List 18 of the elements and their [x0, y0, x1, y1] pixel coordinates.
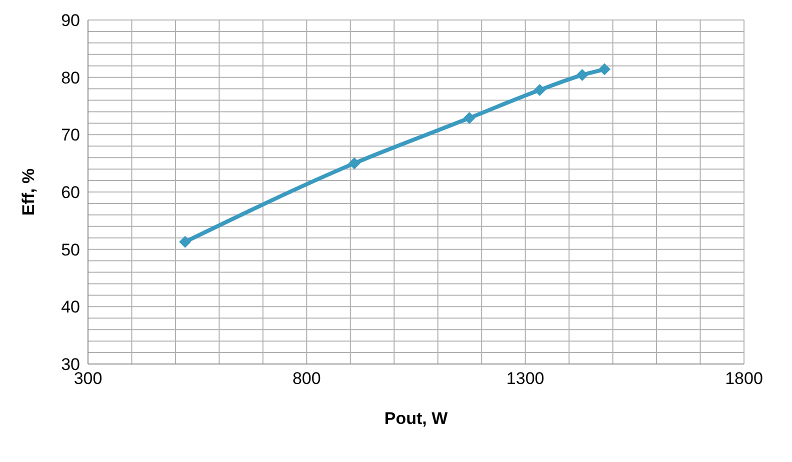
y-tick-label: 60 [61, 183, 80, 202]
y-tick-label: 50 [61, 240, 80, 260]
y-tick-label: 40 [61, 298, 80, 317]
x-axis-title: Pout, W [384, 409, 449, 428]
point [576, 69, 588, 82]
y-tick-label: 70 [61, 126, 80, 145]
point [534, 84, 546, 96]
x-tick-label: 300 [74, 369, 102, 388]
point [348, 157, 360, 170]
y-tick-label: 90 [61, 11, 80, 30]
x-tick-label: 1300 [506, 369, 544, 388]
x-tick-label: 1800 [725, 369, 763, 388]
x-tick-label: 800 [292, 369, 321, 388]
point [598, 63, 610, 76]
point [179, 236, 192, 248]
y-tick-label: 80 [61, 68, 80, 88]
y-axis-title: Eff, % [19, 168, 38, 216]
point [463, 112, 476, 124]
